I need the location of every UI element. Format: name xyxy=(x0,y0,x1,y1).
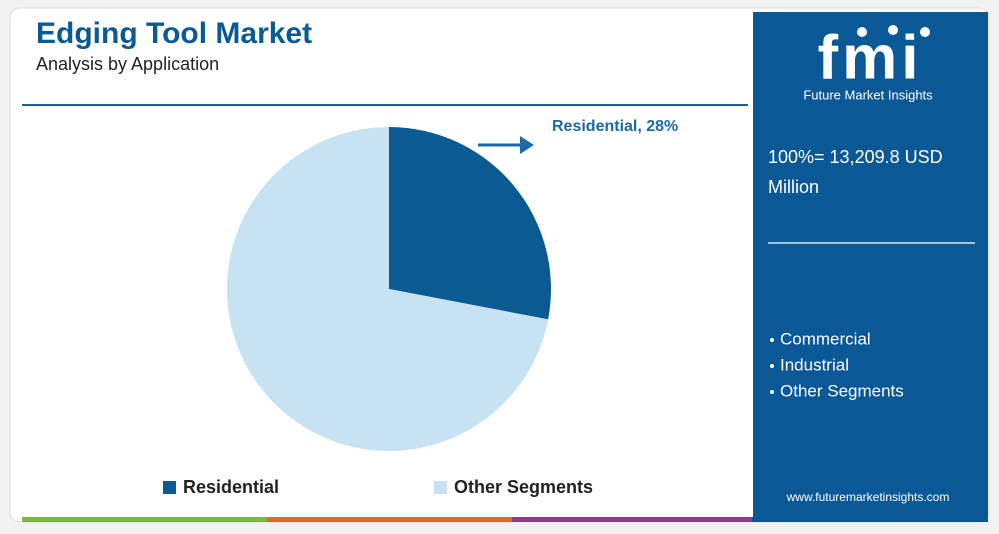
total: 100%= 13,209.8 USD Million xyxy=(768,147,943,197)
stripe xyxy=(267,517,512,522)
segment-item: Industrial xyxy=(780,355,849,374)
legend-label: Other Segments xyxy=(454,477,593,497)
chart-subtitle: Analysis by Application xyxy=(36,54,219,74)
chart-title: Edging Tool Market xyxy=(36,17,312,50)
stripe xyxy=(512,517,752,522)
legend-swatch xyxy=(434,481,447,494)
brand: Future Market Insights xyxy=(803,87,933,102)
bullet xyxy=(770,338,774,342)
segment-item: Other Segments xyxy=(780,381,904,400)
pie-slice xyxy=(389,127,551,320)
side-panel xyxy=(753,12,988,520)
legend-label: Residential xyxy=(183,477,279,497)
stripe xyxy=(22,517,267,522)
arrow-head xyxy=(520,136,534,154)
stripe xyxy=(752,517,988,522)
website: www.futuremarketinsights.com xyxy=(786,490,950,504)
pie-slice xyxy=(227,127,549,452)
bullet xyxy=(770,390,774,394)
bullet xyxy=(770,364,774,368)
logo-icons xyxy=(857,25,930,37)
data-label: Residential, 28% xyxy=(552,118,678,135)
total-box: 100%= 13,209.8 USD Million xyxy=(768,147,943,197)
segment-item: Commercial xyxy=(780,329,871,348)
logo: fmi xyxy=(818,23,923,92)
legend-swatch xyxy=(163,481,176,494)
